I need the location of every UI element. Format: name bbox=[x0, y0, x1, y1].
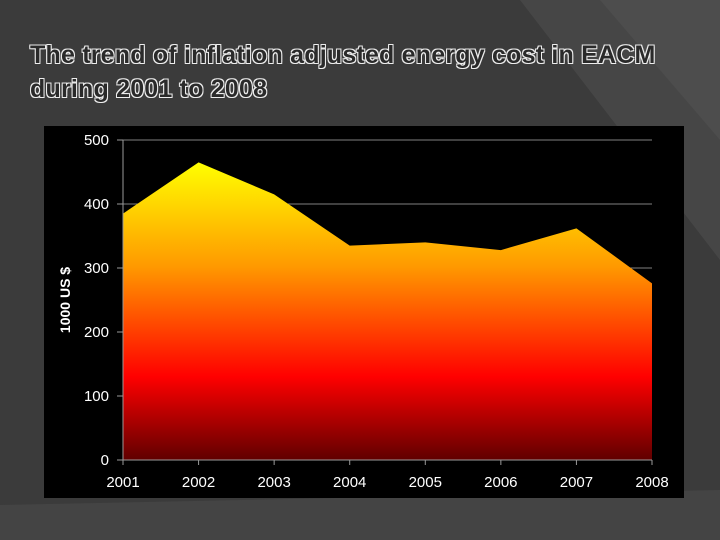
series-area bbox=[123, 162, 652, 460]
x-tick-label: 2001 bbox=[106, 474, 139, 491]
x-tick-label: 2008 bbox=[635, 474, 668, 491]
axes bbox=[122, 140, 652, 461]
page-title: The trend of inflation adjusted energy c… bbox=[30, 41, 656, 103]
y-tick-label: 500 bbox=[84, 132, 109, 149]
chart-area: 0 100 200 300 400 500 2001 2002 2003 2004 2005 200… bbox=[44, 126, 684, 498]
x-tick-label: 2003 bbox=[257, 474, 290, 491]
x-tick-labels: 2001 2002 2003 2004 2005 2006 2007 2008 bbox=[106, 460, 669, 491]
y-tick-label: 200 bbox=[84, 324, 109, 341]
y-axis-label: 1000 US $ bbox=[57, 267, 73, 333]
y-tick-label: 400 bbox=[84, 196, 109, 213]
x-tick-label: 2006 bbox=[484, 474, 517, 491]
y-tick-label: 0 bbox=[101, 452, 109, 469]
y-tick-labels: 0 100 200 300 400 500 bbox=[84, 132, 109, 469]
area-series bbox=[123, 162, 652, 460]
x-tick-label: 2007 bbox=[560, 474, 593, 491]
x-tick-label: 2002 bbox=[182, 474, 215, 491]
y-tick-label: 100 bbox=[84, 388, 109, 405]
x-tick-label: 2005 bbox=[409, 474, 442, 491]
y-tick-label: 300 bbox=[84, 260, 109, 277]
x-tick-label: 2004 bbox=[333, 474, 366, 491]
